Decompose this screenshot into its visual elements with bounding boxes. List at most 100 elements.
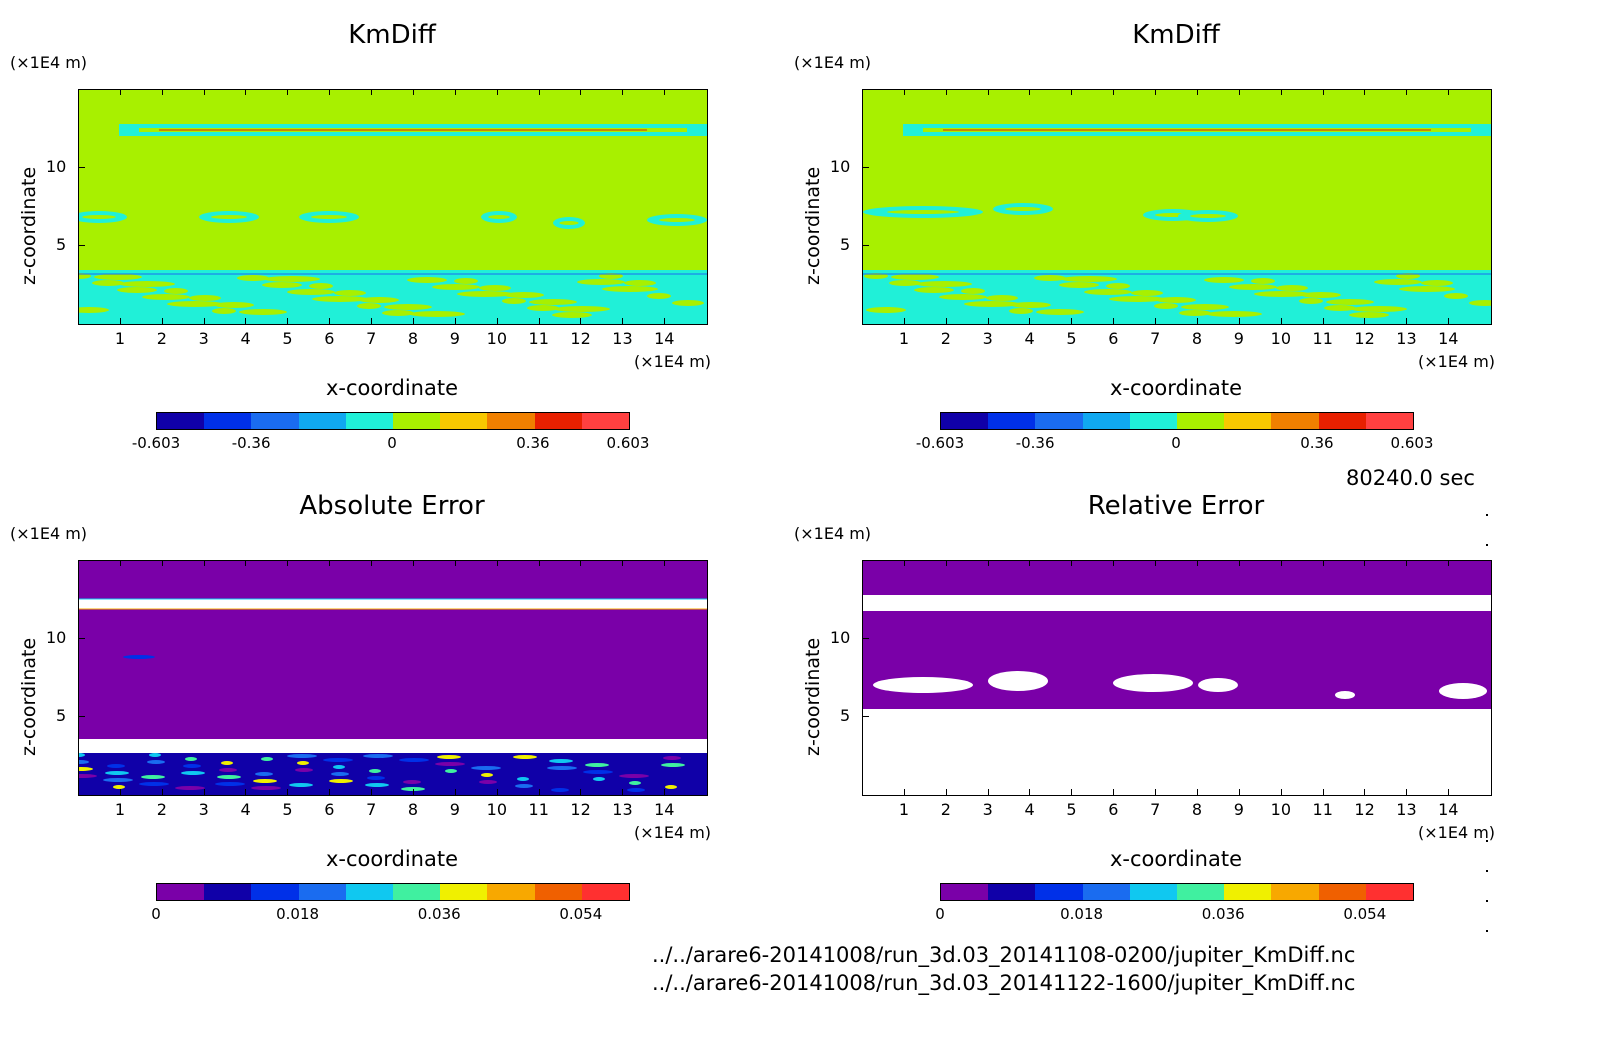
colorbar-tick-label: 0.36 xyxy=(516,434,550,452)
x-tick-mark xyxy=(1238,560,1240,566)
lower-swirl xyxy=(262,282,302,288)
chart-title: KmDiff xyxy=(1132,20,1220,50)
error-speckle xyxy=(183,764,201,768)
x-tick-mark xyxy=(1029,318,1031,324)
x-tick-label: 7 xyxy=(366,329,377,348)
colorbar-swatch xyxy=(204,884,252,900)
x-tick-label: 10 xyxy=(486,800,508,819)
x-tick-mark xyxy=(412,789,414,795)
x-tick-label: 8 xyxy=(1191,329,1203,348)
mask-blob xyxy=(1439,683,1487,699)
mask-blob xyxy=(988,671,1048,691)
mid-speck xyxy=(123,655,155,659)
x-tick-mark xyxy=(329,318,331,324)
lower-swirl xyxy=(117,287,157,293)
lower-swirl xyxy=(79,273,91,279)
colorbar-swatch xyxy=(1082,413,1130,429)
x-tick-mark xyxy=(371,318,373,324)
x-tick-label: 12 xyxy=(570,329,591,348)
x-tick-mark xyxy=(454,318,456,324)
x-tick-label: 13 xyxy=(1396,329,1417,348)
lower-swirl xyxy=(119,281,175,287)
x-tick-label: 1 xyxy=(114,329,126,348)
colorbar-tick-label: 0.036 xyxy=(417,905,461,923)
lower-swirl xyxy=(1469,300,1491,306)
lower-swirl xyxy=(409,311,465,317)
upper-mask xyxy=(79,599,707,609)
margin-dot xyxy=(1486,514,1488,516)
colorbar-swatch xyxy=(1365,413,1414,429)
x-tick-mark xyxy=(412,318,414,324)
x-tick-mark xyxy=(371,89,373,95)
x-tick-label: 14 xyxy=(1438,329,1459,348)
error-speckle xyxy=(253,779,277,783)
x-tick-mark xyxy=(1280,89,1282,95)
error-speckle xyxy=(149,753,161,757)
x-tick-mark xyxy=(245,789,247,795)
margin-dot xyxy=(1486,900,1488,902)
x-unit-label: (×1E4 m) xyxy=(634,823,712,842)
mid-blob-core xyxy=(1190,214,1226,218)
error-speckle xyxy=(323,758,353,762)
mask-blob xyxy=(1113,674,1193,692)
margin-dot xyxy=(1486,840,1488,842)
x-tick-mark xyxy=(1196,89,1198,95)
colorbar-swatch xyxy=(581,884,630,900)
lower-swirl xyxy=(382,310,414,316)
x-tick-mark xyxy=(203,89,205,95)
chart-title: KmDiff xyxy=(348,20,436,50)
error-speckle xyxy=(367,776,385,780)
x-tick-label: 5 xyxy=(282,329,293,348)
error-speckle xyxy=(105,771,129,775)
colorbar-tick-label: -0.36 xyxy=(231,434,271,452)
lower-swirl xyxy=(1444,293,1468,299)
lower-swirl xyxy=(264,276,320,282)
x-tick-label: 7 xyxy=(1150,329,1161,348)
x-tick-mark xyxy=(1029,560,1031,566)
x-tick-mark xyxy=(903,89,905,95)
colorbar-tick-label: -0.603 xyxy=(915,434,965,452)
x-tick-mark xyxy=(580,89,582,95)
x-tick-label: 12 xyxy=(1354,329,1375,348)
colorbar-swatch xyxy=(1129,884,1178,900)
colorbar-swatch xyxy=(487,413,535,429)
error-speckle xyxy=(297,761,309,765)
colorbar-swatch xyxy=(534,884,582,900)
mask-blob xyxy=(873,677,973,693)
error-speckle xyxy=(331,772,349,776)
x-tick-label: 9 xyxy=(449,329,460,348)
x-tick-mark xyxy=(538,318,540,324)
lower-swirl xyxy=(1251,278,1275,284)
x-tick-mark xyxy=(287,789,289,795)
colorbar-swatch xyxy=(1035,884,1083,900)
panel-absolute-error: Absolute Error (×1E4 m) z-coordinate 1 2 3 4 5 6… xyxy=(0,471,784,942)
x-tick-mark xyxy=(903,789,905,795)
lower-swirl xyxy=(916,281,972,287)
lower-swirl xyxy=(1106,283,1130,289)
colorbar-swatch xyxy=(298,884,346,900)
error-speckle xyxy=(593,777,605,781)
x-tick-label: 1 xyxy=(898,800,910,819)
chart-title: Absolute Error xyxy=(299,491,485,521)
plot-area xyxy=(862,89,1492,325)
colorbar-swatch xyxy=(1224,884,1272,900)
mid-blob-core xyxy=(211,215,247,219)
x-tick-mark xyxy=(987,560,989,566)
colorbar-swatch xyxy=(988,413,1036,429)
error-speckle xyxy=(365,783,389,787)
colorbar-swatch xyxy=(157,884,205,900)
lower-swirl xyxy=(1131,290,1163,296)
error-speckle xyxy=(255,772,273,776)
mid-blob-core xyxy=(311,215,347,219)
lower-swirl xyxy=(309,283,333,289)
mid-blob-core xyxy=(82,215,116,219)
mid-blob-core xyxy=(488,215,510,219)
x-tick-label: 2 xyxy=(156,800,167,819)
x-tick-label: 8 xyxy=(1191,800,1203,819)
x-tick-mark xyxy=(622,89,624,95)
x-tick-label: 11 xyxy=(1312,800,1333,819)
colorbar-tick-label: 0.36 xyxy=(1300,434,1334,452)
x-tick-mark xyxy=(119,789,121,795)
x-tick-mark xyxy=(245,89,247,95)
y-unit-label: (×1E4 m) xyxy=(794,524,872,543)
